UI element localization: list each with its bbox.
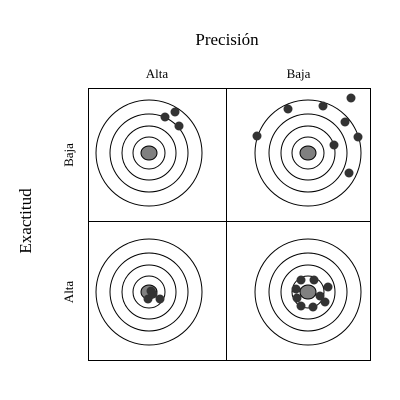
target-ring: [268, 252, 348, 332]
shot-dot: [318, 101, 328, 111]
shot-dot: [346, 93, 356, 103]
target-ring: [95, 99, 203, 207]
shot-dot: [296, 275, 306, 285]
shot-dot: [315, 291, 325, 301]
bullseye: [299, 145, 317, 161]
target-ring: [132, 136, 166, 170]
target-ring: [280, 125, 336, 181]
shot-dot: [296, 301, 306, 311]
shot-dot: [170, 107, 180, 117]
bullseye: [299, 284, 317, 300]
shot-dot: [309, 275, 319, 285]
target-low-precision-high-accuracy: [254, 238, 362, 346]
target-ring: [254, 99, 362, 207]
shot-dot: [344, 168, 354, 178]
shot-dot: [329, 140, 339, 150]
target-ring: [268, 113, 348, 193]
shot-dot: [308, 302, 318, 312]
grid-border: [88, 88, 371, 361]
target-high-precision-low-accuracy: [95, 99, 203, 207]
shot-dot: [160, 112, 170, 122]
shot-dot: [320, 297, 330, 307]
target-ring: [280, 264, 336, 320]
shot-dot: [283, 104, 293, 114]
shot-dot: [155, 294, 165, 304]
precision-title: Precisión: [195, 30, 259, 49]
shot-dot: [353, 132, 363, 142]
shot-dot: [323, 282, 333, 292]
target-ring: [109, 252, 189, 332]
target-ring: [254, 238, 362, 346]
column-label-low: Baja: [286, 66, 311, 81]
shot-dot: [292, 293, 302, 303]
target-low-precision-low-accuracy: [252, 93, 363, 207]
shot-dot: [252, 131, 262, 141]
target-ring: [95, 238, 203, 346]
target-ring: [132, 275, 166, 309]
target-ring: [121, 125, 177, 181]
shot-dot: [291, 284, 301, 294]
shot-dot: [148, 289, 158, 299]
target-ring: [291, 136, 325, 170]
column-label-high: Alta: [145, 66, 169, 81]
target-high-precision-high-accuracy: [95, 238, 203, 346]
target-ring: [121, 264, 177, 320]
target-ring: [291, 275, 325, 309]
shot-dot: [174, 121, 184, 131]
shot-dot: [340, 117, 350, 127]
bullseye: [140, 145, 158, 161]
target-ring: [109, 113, 189, 193]
